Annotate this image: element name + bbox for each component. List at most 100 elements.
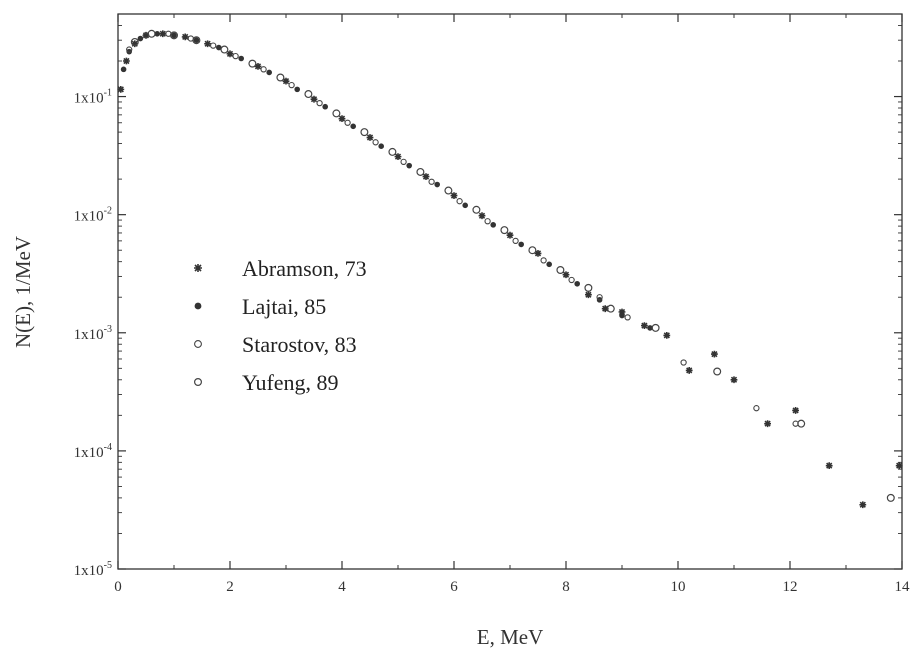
data-point <box>450 192 458 200</box>
data-point <box>422 173 430 181</box>
data-point <box>232 52 239 60</box>
data-point <box>360 128 369 137</box>
data-point <box>130 37 139 46</box>
data-point <box>512 237 519 245</box>
data-point <box>585 291 592 299</box>
data-point <box>344 119 351 126</box>
x-tick-label: 4 <box>338 579 346 595</box>
legend-label: Abramson, 73 <box>242 256 367 281</box>
x-axis-label: E, MeV <box>477 625 544 649</box>
data-point <box>137 35 144 42</box>
data-point <box>546 261 552 268</box>
legend-label: Starostov, 83 <box>242 332 357 357</box>
legend-marker <box>194 264 202 272</box>
legend-marker <box>194 340 202 348</box>
data-point <box>444 186 453 195</box>
data-point <box>518 241 524 248</box>
data-point <box>154 30 160 37</box>
data-point <box>764 420 771 428</box>
data-point <box>147 29 156 38</box>
y-tick-label: 1x10-5 <box>74 560 112 579</box>
data-point <box>568 276 575 284</box>
data-point <box>350 123 357 130</box>
data-point <box>372 139 379 146</box>
data-point <box>456 198 463 205</box>
data-point <box>462 202 469 209</box>
data-point <box>490 222 497 228</box>
data-point <box>322 103 329 110</box>
plot-frame <box>117 13 903 570</box>
data-point <box>534 249 542 257</box>
data-point <box>254 63 262 70</box>
data-point <box>618 308 626 316</box>
data-point <box>366 134 374 141</box>
data-point <box>685 367 693 374</box>
data-point <box>478 212 486 220</box>
series-3 <box>130 29 895 502</box>
data-point <box>406 162 413 169</box>
data-point <box>294 86 301 93</box>
data-point <box>472 205 481 214</box>
data-point <box>606 304 615 313</box>
data-point <box>226 50 234 58</box>
data-point <box>181 33 189 41</box>
data-point <box>484 218 491 225</box>
data-point <box>276 73 285 82</box>
data-point <box>248 59 257 68</box>
data-point <box>680 359 687 366</box>
data-point <box>220 45 229 54</box>
data-point <box>713 367 722 376</box>
data-point <box>120 66 127 73</box>
data-point <box>192 36 201 45</box>
data-point <box>574 280 580 287</box>
x-tick-label: 10 <box>671 579 686 595</box>
data-point <box>170 31 179 40</box>
x-tick-label: 14 <box>895 579 910 595</box>
y-axis-label: N(E), 1/MeV <box>11 236 35 348</box>
data-point <box>159 30 167 38</box>
data-point <box>651 323 660 332</box>
x-tick-label: 12 <box>783 579 798 595</box>
x-tick-label: 0 <box>114 579 122 595</box>
data-point <box>584 283 593 292</box>
data-point <box>266 69 273 76</box>
data-point <box>117 85 125 93</box>
data-point <box>316 99 323 107</box>
data-point <box>204 40 211 48</box>
data-point <box>210 42 217 49</box>
data-point <box>416 167 425 176</box>
data-point <box>886 493 895 502</box>
data-point <box>792 407 799 414</box>
x-tick-label: 6 <box>450 579 458 595</box>
data-point <box>663 332 671 339</box>
legend-label: Lajtai, 85 <box>242 294 326 319</box>
data-point <box>825 462 833 470</box>
data-point <box>528 246 537 255</box>
data-point <box>216 44 222 51</box>
data-point <box>126 46 133 53</box>
y-tick-label: 1x10-1 <box>74 88 112 107</box>
x-tick-label: 8 <box>562 579 570 595</box>
data-point <box>641 322 648 330</box>
data-point <box>647 325 653 331</box>
data-point <box>797 419 806 428</box>
data-point <box>596 294 603 301</box>
data-point <box>238 55 244 62</box>
series-1 <box>120 30 653 331</box>
data-point <box>540 257 547 264</box>
legend-marker <box>194 302 202 310</box>
data-point <box>338 115 346 123</box>
data-point <box>260 66 267 73</box>
data-marks <box>117 29 903 509</box>
data-point <box>332 109 341 118</box>
legend-marker <box>194 378 203 387</box>
data-point <box>131 40 139 48</box>
data-point <box>895 462 903 470</box>
data-point <box>400 158 407 166</box>
data-point <box>730 376 738 384</box>
y-tick-label: 1x10-2 <box>74 206 112 225</box>
legend-label: Yufeng, 89 <box>242 370 339 395</box>
series-2 <box>126 30 799 427</box>
data-point <box>619 312 625 319</box>
